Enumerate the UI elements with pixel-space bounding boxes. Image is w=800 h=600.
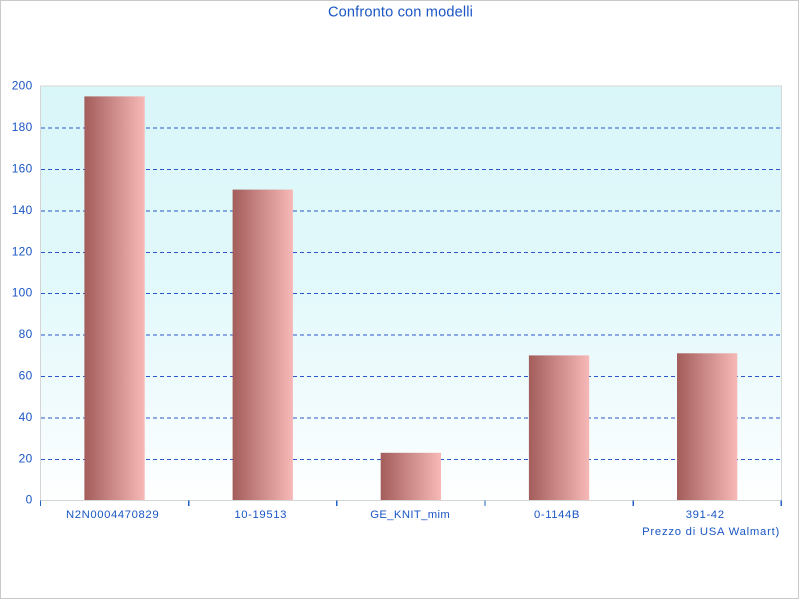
svg-text:391-42: 391-42 bbox=[686, 509, 725, 521]
svg-text:Prezzo di USA Walmart): Prezzo di USA Walmart) bbox=[642, 526, 780, 538]
svg-text:200: 200 bbox=[12, 79, 33, 93]
svg-text:100: 100 bbox=[12, 286, 33, 300]
svg-text:180: 180 bbox=[12, 120, 33, 134]
svg-text:10-19513: 10-19513 bbox=[234, 509, 287, 521]
svg-text:140: 140 bbox=[12, 203, 33, 217]
svg-text:Confronto con modelli: Confronto con modelli bbox=[328, 5, 473, 21]
svg-text:120: 120 bbox=[12, 244, 33, 258]
svg-text:N2N0004470829: N2N0004470829 bbox=[66, 509, 159, 521]
svg-text:160: 160 bbox=[12, 161, 33, 175]
svg-text:20: 20 bbox=[19, 452, 33, 466]
svg-text:0-1144B: 0-1144B bbox=[534, 509, 580, 521]
svg-text:60: 60 bbox=[19, 369, 33, 383]
svg-text:0: 0 bbox=[26, 493, 33, 507]
svg-text:40: 40 bbox=[19, 410, 33, 424]
svg-text:80: 80 bbox=[19, 327, 33, 341]
svg-text:GE_KNIT_mim: GE_KNIT_mim bbox=[370, 509, 450, 521]
